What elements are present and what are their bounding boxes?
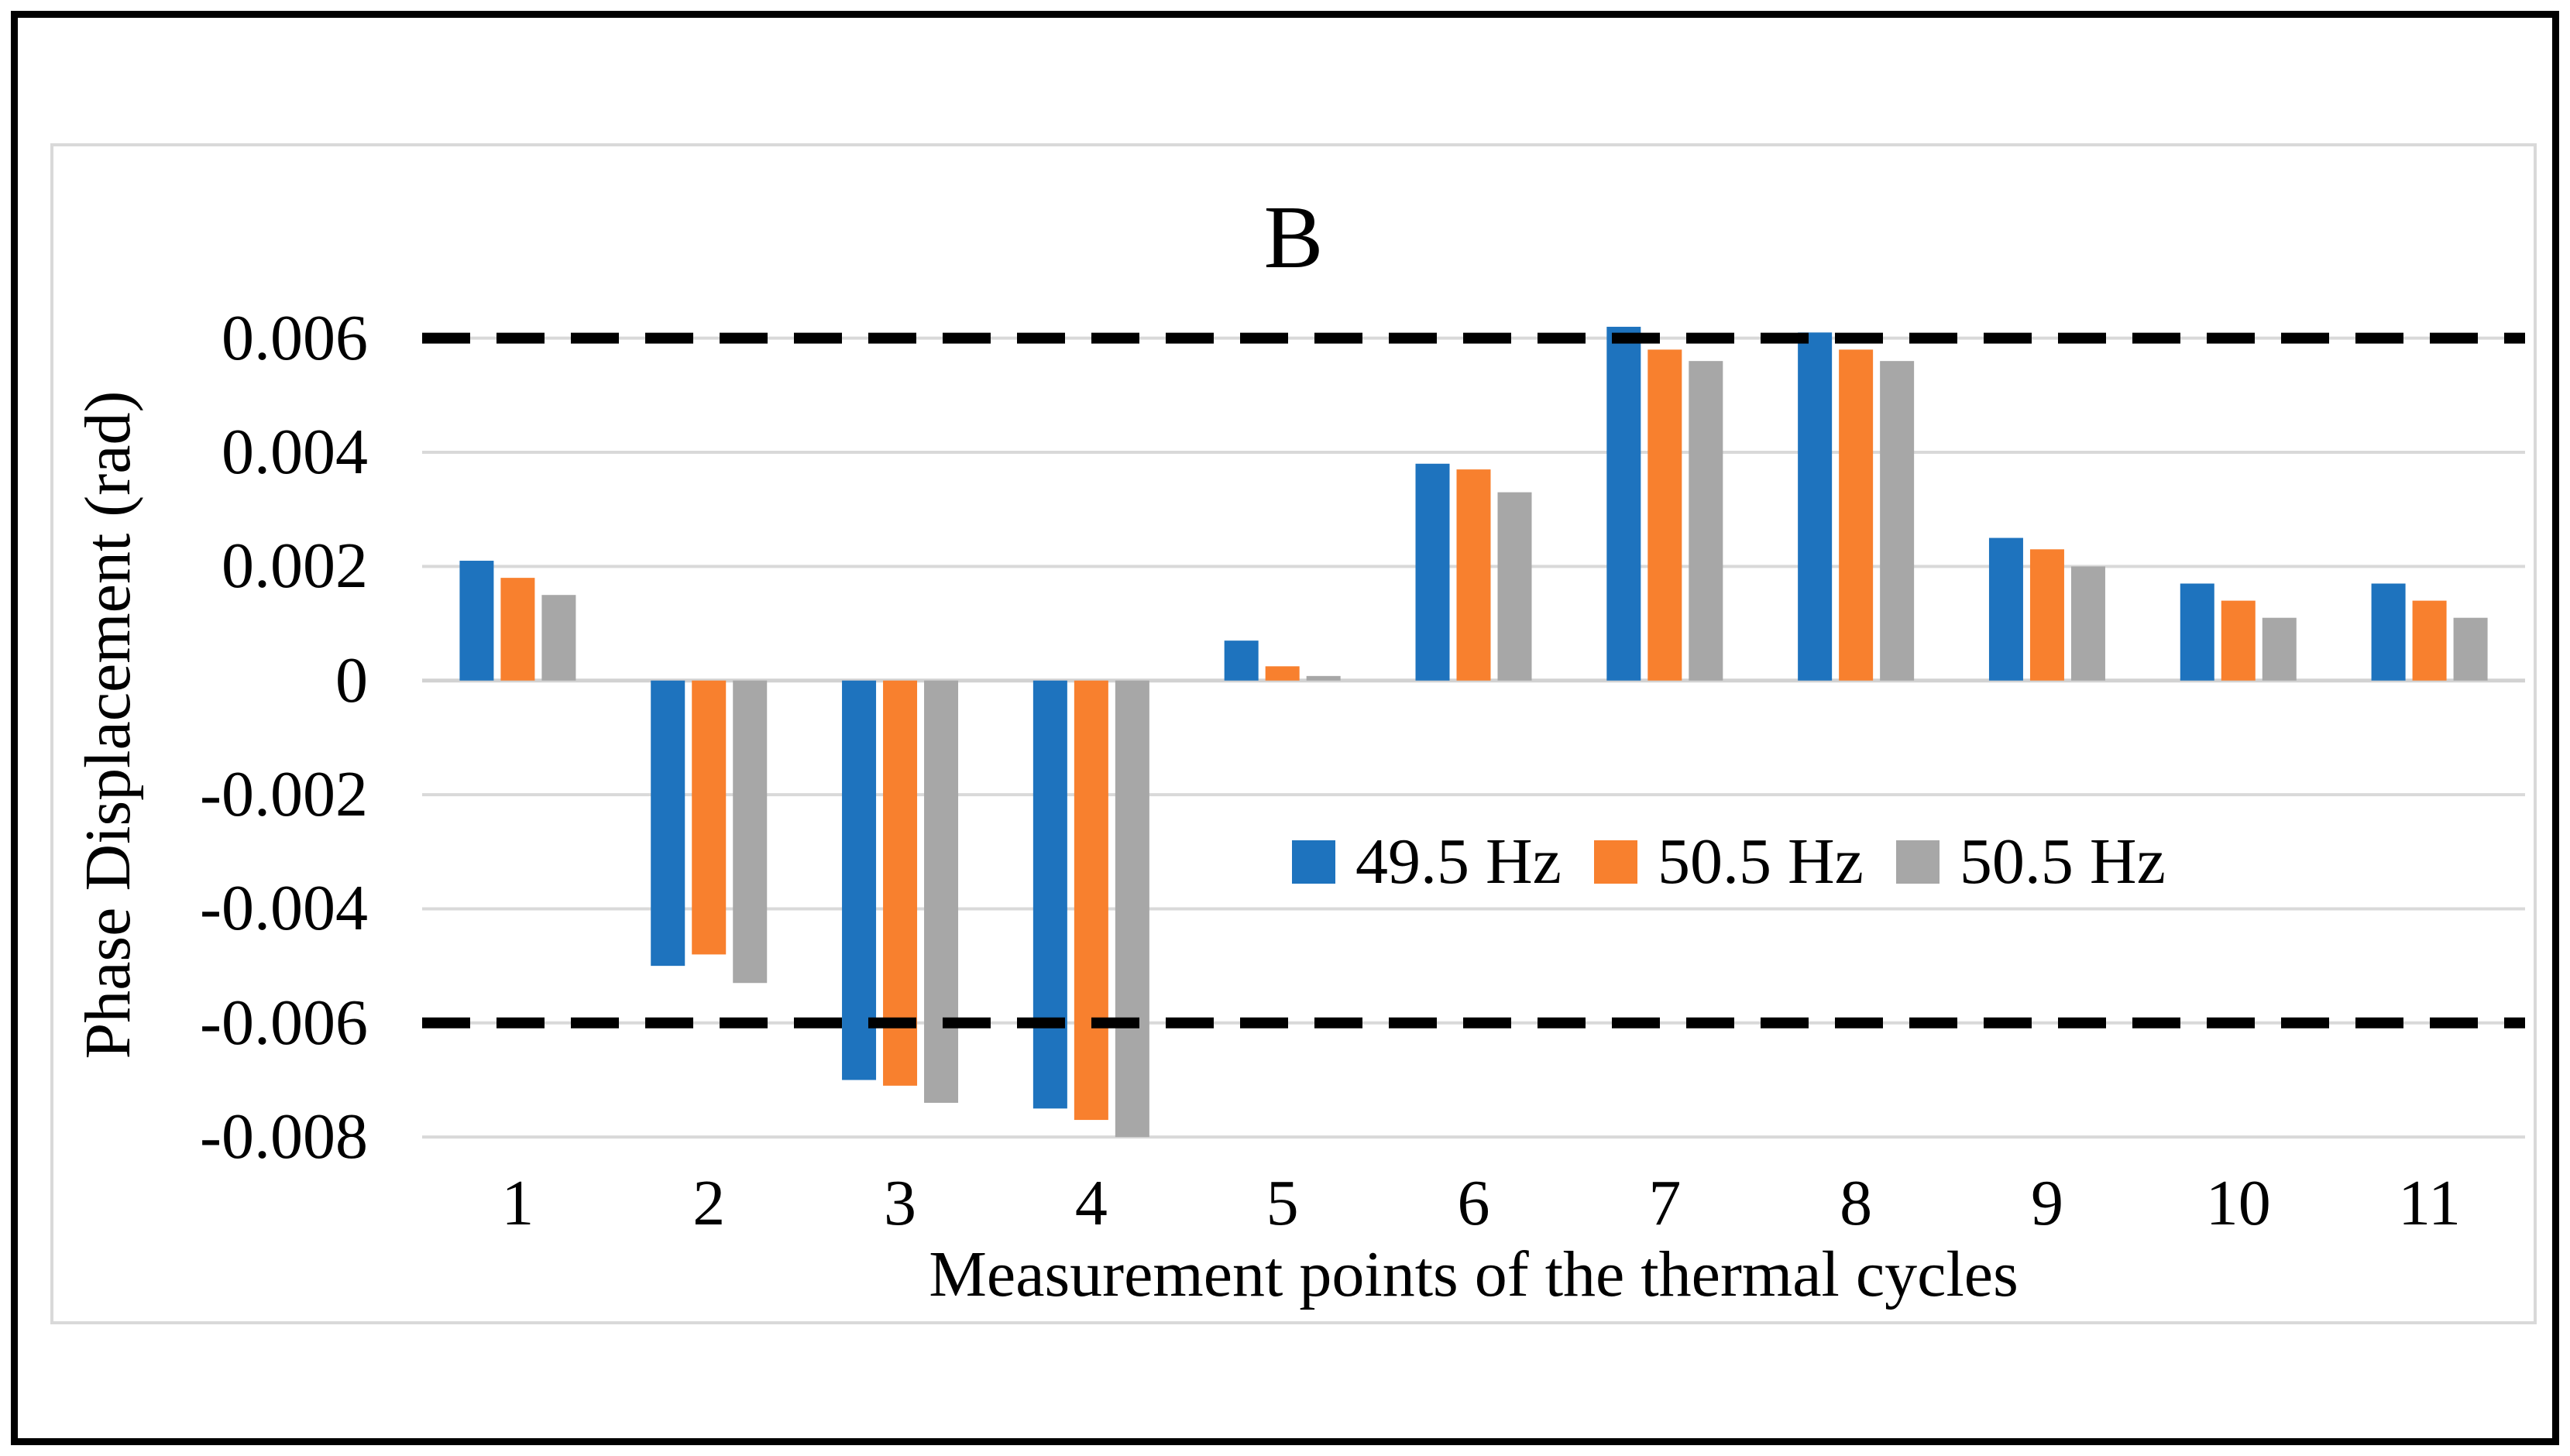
bar-series2-point-4 — [1074, 680, 1108, 1121]
bar-series3-point-1 — [541, 595, 576, 681]
y-tick-label--0.006: -0.006 — [200, 986, 368, 1059]
y-tick-label-0.002: 0.002 — [222, 530, 368, 603]
figure-outer-border — [11, 11, 2559, 1445]
bar-series1-point-1 — [459, 561, 494, 681]
legend-swatch-icon — [1895, 840, 1940, 884]
bar-series1-point-3 — [842, 680, 877, 1080]
bar-series1-point-11 — [2371, 583, 2406, 681]
legend-label: 49.5 Hz — [1355, 826, 1562, 898]
x-tick-label-3: 3 — [884, 1167, 917, 1239]
legend-item-1: 49.5 Hz — [1292, 823, 1562, 901]
bar-series2-point-1 — [500, 578, 535, 681]
bar-series2-point-11 — [2412, 600, 2447, 681]
legend-item-3: 50.5 Hz — [1895, 823, 2166, 901]
bar-series2-point-8 — [1839, 349, 1874, 681]
x-tick-label-5: 5 — [1266, 1167, 1299, 1239]
chart-title: B — [1263, 188, 1324, 287]
bar-series2-point-2 — [692, 680, 727, 955]
bar-series3-point-9 — [2070, 566, 2105, 681]
bar-series1-point-4 — [1032, 680, 1067, 1109]
bar-series2-point-10 — [2221, 600, 2256, 681]
x-tick-label-7: 7 — [1648, 1167, 1682, 1239]
y-tick-label-0: 0 — [335, 644, 368, 716]
bar-series3-point-6 — [1497, 492, 1532, 681]
bar-series3-point-7 — [1689, 361, 1723, 681]
bar-series1-point-2 — [651, 680, 685, 967]
x-axis-title: Measurement points of the thermal cycles — [929, 1238, 2019, 1310]
y-tick-label-0.006: 0.006 — [222, 301, 368, 374]
bar-series3-point-4 — [1115, 680, 1149, 1138]
bar-series3-point-11 — [2453, 617, 2488, 681]
x-tick-label-9: 9 — [2030, 1167, 2063, 1239]
y-tick-label-0.004: 0.004 — [222, 416, 368, 489]
x-tick-label-8: 8 — [1840, 1167, 1873, 1239]
bar-series3-point-10 — [2262, 617, 2297, 681]
bar-series2-point-7 — [1647, 349, 1682, 681]
y-tick-label--0.002: -0.002 — [200, 758, 368, 831]
bar-series3-point-8 — [1880, 361, 1915, 681]
bar-series3-point-2 — [733, 680, 768, 984]
bar-series1-point-9 — [1988, 537, 2023, 681]
legend-label: 50.5 Hz — [1657, 826, 1864, 898]
bar-series2-point-5 — [1265, 666, 1300, 681]
x-tick-label-1: 1 — [501, 1167, 534, 1239]
y-tick-label--0.008: -0.008 — [200, 1101, 368, 1173]
y-tick-label--0.004: -0.004 — [200, 872, 368, 945]
legend-label: 50.5 Hz — [1959, 826, 2166, 898]
x-tick-label-4: 4 — [1074, 1167, 1108, 1239]
bar-series2-point-6 — [1456, 469, 1491, 681]
bar-series2-point-9 — [2029, 549, 2064, 681]
bar-series1-point-7 — [1606, 326, 1641, 681]
legend-swatch-icon — [1593, 840, 1637, 884]
bar-series1-point-8 — [1798, 332, 1833, 681]
x-tick-label-10: 10 — [2205, 1167, 2271, 1239]
legend-item-2: 50.5 Hz — [1593, 823, 1864, 901]
x-tick-label-2: 2 — [692, 1167, 726, 1239]
bar-series1-point-6 — [1415, 463, 1450, 681]
bar-series1-point-10 — [2180, 583, 2214, 681]
bar-series3-point-3 — [924, 680, 959, 1103]
bar-series1-point-5 — [1224, 640, 1259, 681]
x-tick-label-11: 11 — [2398, 1167, 2462, 1239]
legend: 49.5 Hz 50.5 Hz 50.5 Hz — [1292, 821, 2166, 903]
legend-swatch-icon — [1292, 840, 1335, 884]
bar-series3-point-5 — [1306, 675, 1341, 681]
x-tick-label-6: 6 — [1457, 1167, 1490, 1239]
